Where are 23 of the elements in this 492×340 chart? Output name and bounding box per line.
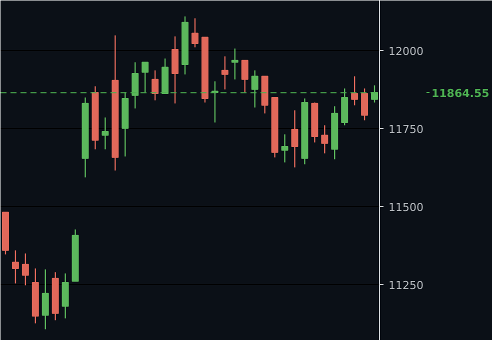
y-tick-label: 12000 xyxy=(388,44,424,58)
candlestick xyxy=(152,70,159,101)
ref-line-label: 11864.55 xyxy=(432,87,490,100)
candlestick xyxy=(102,116,109,150)
candlestick xyxy=(191,18,198,48)
candlestick xyxy=(62,272,69,319)
candlestick xyxy=(221,56,228,90)
y-tick-label: 11750 xyxy=(388,122,424,136)
candlestick xyxy=(42,268,49,330)
candlestick xyxy=(321,124,328,154)
candlestick xyxy=(12,250,19,284)
candlestick xyxy=(351,76,358,106)
candlestick xyxy=(231,48,238,80)
candlestick xyxy=(291,110,298,168)
candlestick xyxy=(241,60,248,94)
y-tick-label: 11250 xyxy=(388,278,424,292)
candlestick xyxy=(251,70,258,108)
candlestick xyxy=(281,134,288,163)
candlestick xyxy=(132,62,139,110)
y-tick-label: 11500 xyxy=(388,200,424,214)
candlestick xyxy=(361,88,368,121)
candlestick xyxy=(142,62,149,94)
candlestick xyxy=(22,252,29,286)
